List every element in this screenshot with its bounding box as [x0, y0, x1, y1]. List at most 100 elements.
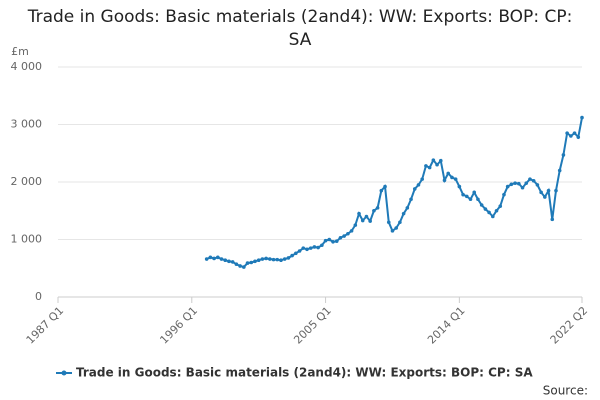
data-point — [230, 260, 235, 264]
data-point — [282, 257, 287, 261]
data-point — [349, 229, 354, 233]
data-point — [416, 183, 421, 187]
data-point — [517, 181, 521, 186]
data-point — [535, 183, 540, 187]
data-point — [427, 165, 432, 170]
x-tick-label: 2005 Q1 — [291, 304, 334, 347]
data-point — [390, 229, 395, 233]
data-point — [372, 208, 376, 213]
data-point — [531, 179, 536, 183]
data-point — [357, 211, 361, 216]
data-point — [394, 226, 398, 230]
data-point — [405, 206, 410, 210]
data-point — [464, 194, 469, 199]
data-point — [442, 178, 447, 183]
data-point — [554, 188, 558, 193]
data-point — [253, 259, 257, 264]
data-point — [290, 253, 294, 258]
data-point — [249, 260, 254, 265]
data-point — [346, 231, 350, 236]
chart-title: Trade in Goods: Basic materials (2and4):… — [27, 7, 573, 50]
data-point — [204, 257, 209, 261]
data-point — [375, 206, 380, 210]
data-point — [412, 187, 417, 191]
data-point — [461, 192, 465, 197]
data-point — [569, 134, 573, 138]
data-point — [498, 204, 503, 208]
data-point — [364, 214, 369, 219]
y-tick-label: 1 000 — [11, 233, 43, 246]
data-point — [438, 158, 443, 163]
y-tick-label: 3 000 — [11, 118, 43, 131]
data-point — [316, 245, 320, 250]
data-point — [580, 115, 584, 120]
series-line — [206, 117, 583, 269]
data-point — [431, 158, 436, 162]
data-point — [294, 251, 298, 256]
data-point — [353, 223, 358, 227]
data-point — [338, 235, 343, 240]
data-point — [368, 219, 372, 223]
data-point — [424, 164, 428, 168]
data-point — [238, 264, 242, 268]
data-point — [234, 262, 239, 267]
data-point — [453, 177, 458, 181]
y-tick-label: 2 000 — [11, 175, 43, 188]
data-point — [546, 188, 551, 193]
data-point — [260, 257, 265, 261]
data-point — [286, 256, 291, 260]
x-tick-label: 2014 Q1 — [425, 304, 468, 347]
data-point — [227, 259, 231, 264]
data-point — [550, 217, 555, 222]
data-point — [334, 239, 339, 244]
data-point — [487, 210, 491, 215]
data-point — [275, 257, 280, 262]
data-point — [323, 238, 328, 243]
data-point — [305, 247, 309, 252]
data-point — [409, 197, 413, 202]
y-unit: £m — [11, 45, 29, 58]
data-point — [476, 197, 480, 202]
data-point — [435, 162, 439, 167]
data-point — [271, 257, 276, 262]
data-point — [539, 190, 543, 195]
data-point — [543, 195, 547, 199]
data-point — [565, 131, 569, 135]
data-point — [446, 171, 451, 176]
data-point — [479, 203, 484, 207]
data-point — [557, 168, 562, 173]
source: Source: — [543, 384, 588, 398]
data-point — [312, 245, 317, 249]
data-point — [398, 220, 402, 225]
data-point — [401, 211, 406, 216]
data-point — [256, 258, 261, 263]
data-point — [331, 240, 335, 244]
data-point — [223, 258, 228, 263]
data-point — [528, 177, 532, 181]
data-point — [520, 185, 525, 190]
data-point — [420, 177, 424, 181]
data-point — [297, 249, 302, 253]
x-tick-label: 1996 Q1 — [157, 304, 200, 347]
data-point — [502, 192, 506, 197]
data-point — [342, 234, 346, 238]
data-point — [327, 237, 332, 242]
data-point — [383, 184, 387, 189]
data-point — [505, 184, 510, 189]
data-point — [576, 135, 581, 139]
data-point — [245, 261, 250, 265]
y-tick-label: 0 — [35, 290, 42, 303]
data-point — [379, 188, 384, 193]
data-point — [279, 258, 283, 263]
data-point — [386, 220, 391, 225]
data-point — [268, 257, 272, 261]
data-point — [264, 256, 268, 261]
data-point — [472, 190, 477, 195]
data-point — [491, 214, 495, 219]
x-tick-label: 2022 Q2 — [548, 304, 591, 347]
data-point — [208, 255, 213, 260]
data-point — [212, 256, 216, 261]
data-point — [320, 243, 324, 248]
